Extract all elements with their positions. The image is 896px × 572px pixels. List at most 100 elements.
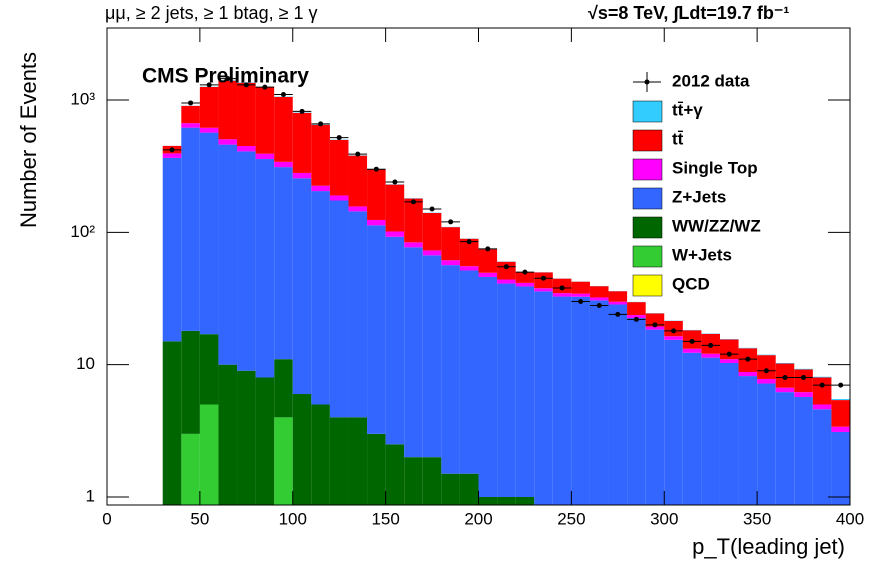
histogram-bar xyxy=(292,394,312,505)
data-point xyxy=(373,166,379,172)
histogram-bar xyxy=(831,400,850,427)
histogram-bar xyxy=(701,357,720,505)
histogram-bar xyxy=(478,272,498,277)
histogram-bar xyxy=(404,247,423,458)
data-point xyxy=(559,285,565,291)
data-point xyxy=(782,374,788,380)
legend-label: Z+Jets xyxy=(672,187,726,206)
histogram-bar xyxy=(478,496,498,505)
histogram-bar xyxy=(441,260,460,266)
data-point xyxy=(838,382,844,388)
histogram-bar xyxy=(645,313,665,327)
histogram-bar xyxy=(459,473,479,505)
histogram-bar xyxy=(478,249,498,273)
x-tick-label: 50 xyxy=(190,509,209,528)
histogram-bar xyxy=(181,105,200,124)
data-point xyxy=(485,246,491,252)
legend-marker xyxy=(644,79,650,85)
histogram-bar xyxy=(348,155,368,207)
histogram-bar xyxy=(367,169,386,220)
histogram-bar xyxy=(571,296,590,505)
data-point xyxy=(299,108,305,114)
data-point xyxy=(596,302,602,308)
histogram-bar xyxy=(292,112,312,173)
histogram-bar xyxy=(348,206,368,212)
histogram-bar xyxy=(589,297,609,301)
histogram-bar xyxy=(515,496,535,505)
histogram-bar xyxy=(812,404,832,410)
data-point xyxy=(225,76,231,82)
x-tick-label: 250 xyxy=(557,509,585,528)
histogram-bar xyxy=(757,355,776,379)
data-point xyxy=(318,121,324,127)
histogram-bar xyxy=(459,238,479,267)
histogram-bar xyxy=(404,457,423,505)
legend-swatch xyxy=(632,245,663,268)
data-point xyxy=(206,82,212,88)
histogram-bar xyxy=(329,195,349,201)
histogram-bar xyxy=(589,300,609,505)
data-point xyxy=(522,269,528,275)
histogram-bar xyxy=(664,336,683,340)
histogram-bar xyxy=(274,417,293,505)
histogram-bar xyxy=(515,286,535,497)
legend-swatch xyxy=(632,187,663,210)
histogram-bar xyxy=(404,198,423,243)
data-point xyxy=(169,147,175,153)
histogram-bar xyxy=(831,431,850,505)
data-point xyxy=(243,82,249,88)
legend-label: Single Top xyxy=(672,158,758,177)
data-point xyxy=(745,356,751,362)
histogram-bar xyxy=(367,225,386,434)
x-tick-label: 400 xyxy=(836,509,864,528)
histogram-bar xyxy=(181,433,200,505)
x-axis-label: p_T(leading jet) xyxy=(692,534,845,559)
data-point xyxy=(336,135,342,141)
data-point xyxy=(448,219,454,225)
data-point xyxy=(392,179,398,185)
histogram-bar xyxy=(738,372,758,377)
histogram-bar xyxy=(199,334,219,405)
histogram-bar xyxy=(274,96,293,162)
histogram-bar xyxy=(404,242,423,248)
legend-label: tt̄ xyxy=(672,129,684,148)
histogram-bar xyxy=(218,139,238,145)
histogram-bar xyxy=(701,353,720,358)
histogram-bar xyxy=(348,211,368,418)
x-tick-label: 150 xyxy=(371,509,399,528)
histogram-bar xyxy=(162,341,182,505)
histogram-bar xyxy=(719,359,739,363)
histogram-bar xyxy=(497,279,516,284)
histogram-bar xyxy=(329,200,349,418)
histogram-bar xyxy=(311,191,330,405)
x-tick-label: 350 xyxy=(743,509,771,528)
histogram-bar xyxy=(775,392,795,505)
histogram-bar xyxy=(367,219,386,226)
data-point xyxy=(410,199,416,205)
histogram-bar xyxy=(199,127,219,133)
histogram-bar xyxy=(255,153,275,160)
histogram-bar xyxy=(608,291,628,302)
histogram-bar xyxy=(199,86,219,128)
histogram-bar xyxy=(441,265,460,474)
histogram-bar xyxy=(608,301,628,305)
histogram-bar xyxy=(162,153,182,158)
x-tick-label: 100 xyxy=(279,509,307,528)
histogram-bar xyxy=(794,392,813,397)
histogram-bar xyxy=(794,369,813,393)
x-tick-label: 200 xyxy=(464,509,492,528)
histogram-bar xyxy=(181,127,200,331)
histogram-bar xyxy=(719,362,739,505)
histogram-bar xyxy=(775,387,795,393)
histogram-bar xyxy=(385,236,405,445)
histogram-bar xyxy=(812,377,832,405)
histogram-bar xyxy=(534,288,553,292)
legend-swatch xyxy=(632,100,663,123)
legend-label: QCD xyxy=(672,274,710,293)
histogram-bar xyxy=(571,281,590,294)
histogram-bar xyxy=(255,377,275,505)
data-point xyxy=(671,328,677,334)
histogram-bar xyxy=(329,417,349,505)
histogram-bar xyxy=(237,146,256,152)
